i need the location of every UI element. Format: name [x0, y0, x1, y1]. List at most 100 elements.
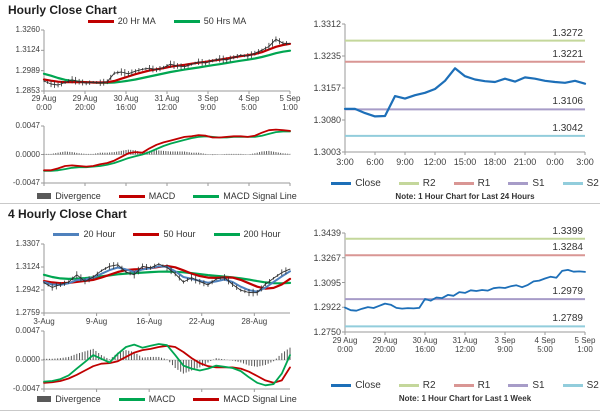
y-axis-tick-label: 1.3307	[15, 239, 40, 248]
x-axis-tick-label: 31 Aug 12:00	[145, 94, 189, 112]
xtick-date: 28-Aug	[241, 317, 268, 326]
y-axis-tick-label: -0.0047	[12, 384, 40, 393]
chart-legend: Divergence MACD MACD Signal Line	[37, 393, 297, 405]
xtick-date: 5 Sep	[279, 94, 301, 103]
legend-item: R2	[398, 178, 436, 189]
line-swatch-icon	[133, 232, 160, 236]
legend-item: 200 Hour	[213, 229, 281, 239]
legend-item: Divergence	[37, 191, 101, 201]
xtick-time: 20:00	[374, 345, 396, 354]
xtick-date: 0:00	[546, 157, 564, 167]
legend-item: R1	[453, 178, 490, 189]
xtick-time: 9:00	[200, 103, 216, 112]
x-axis-tick-label: 21:00	[503, 157, 547, 167]
xtick-time: 9:00	[497, 345, 513, 354]
legend-item: 20 Hour	[53, 229, 115, 239]
y-axis-tick-label: 1.3080	[313, 115, 341, 125]
pivot-level-label-r1: 1.3284	[552, 242, 583, 254]
pivot-level-label-r2: 1.3272	[552, 27, 583, 39]
xtick-time: 16:00	[414, 345, 436, 354]
legend-item: MACD	[118, 191, 175, 201]
hourly-chart-title: Hourly Close Chart	[8, 3, 117, 17]
legend-label: Close	[355, 379, 381, 391]
line-swatch-icon	[453, 181, 474, 185]
legend-item: Divergence	[37, 394, 101, 404]
x-axis-tick-label: 28-Aug	[232, 317, 276, 326]
x-axis-tick-label: 31 Aug 12:00	[443, 336, 487, 354]
x-axis-tick-label: 3:00	[323, 157, 367, 167]
x-axis-tick-label: 18:00	[473, 157, 517, 167]
legend-label: 20 Hour	[83, 229, 116, 239]
legend-label: R1	[477, 379, 491, 391]
xtick-date: 15:00	[453, 157, 477, 167]
legend-label: S1	[532, 177, 545, 189]
x-axis-tick-label: 3:00	[563, 157, 600, 167]
four-hourly-chart-title: 4 Hourly Close Chart	[8, 207, 127, 221]
legend-label: MACD Signal Line	[223, 394, 297, 404]
xtick-date: 6:00	[366, 157, 384, 167]
xtick-date: 4 Sep	[534, 336, 556, 345]
y-axis-tick-label: 1.2750	[313, 327, 341, 337]
y-axis-tick-label: 1.2942	[15, 285, 40, 294]
x-axis-tick-label: 12:00	[413, 157, 457, 167]
y-axis-tick-label: 1.3124	[15, 262, 40, 271]
legend-item: MACD	[118, 394, 176, 404]
line-swatch-icon	[398, 181, 419, 185]
x-axis-tick-label: 29 Aug 0:00	[323, 336, 367, 354]
xtick-date: 21:00	[513, 157, 537, 167]
pivot-level-label-r2: 1.3399	[552, 225, 583, 237]
x-axis-tick-label: 3-Aug	[22, 317, 66, 326]
xtick-time: 12:00	[156, 103, 178, 112]
xtick-time: 12:00	[454, 345, 476, 354]
legend-label: Divergence	[55, 394, 101, 404]
20-hr-ma-line	[42, 42, 292, 84]
xtick-date: 3-Aug	[33, 317, 55, 326]
line-swatch-icon	[398, 383, 419, 387]
x-axis-tick-label: 29 Aug 20:00	[363, 336, 407, 354]
line-swatch-icon	[193, 194, 220, 198]
legend-label: Divergence	[55, 191, 101, 201]
xtick-date: 31 Aug	[154, 94, 180, 103]
legend-item: S1	[508, 379, 545, 391]
close-price-line	[43, 38, 291, 86]
pivot-level-label-s1: 1.2979	[552, 286, 583, 298]
xtick-date: 3 Sep	[197, 94, 219, 103]
line-swatch-icon	[453, 383, 474, 387]
legend-item: R2	[398, 379, 436, 391]
pivot-level-label-s2: 1.2789	[552, 313, 583, 325]
close-line	[344, 268, 586, 312]
legend-label: S1	[532, 379, 545, 391]
legend-item: S1	[508, 177, 545, 189]
y-axis-tick-label: 1.3260	[15, 25, 40, 34]
macd-signal-line-line	[43, 130, 291, 172]
line-swatch-icon	[331, 181, 352, 185]
pivot-level-label-s1: 1.3106	[552, 96, 583, 108]
y-axis-tick-label: 1.2989	[15, 65, 40, 75]
xtick-time: 16:00	[115, 103, 137, 112]
legend-label: MACD	[148, 394, 176, 404]
y-axis-tick-label: 1.3312	[313, 19, 341, 29]
xtick-date: 31 Aug	[452, 336, 478, 345]
xtick-date: 9:00	[396, 157, 414, 167]
close-line	[343, 67, 587, 118]
legend-label: 50 Hour	[163, 229, 196, 239]
chart-legend: 20 Hr MA 50 Hrs MA	[44, 15, 290, 27]
line-swatch-icon	[508, 383, 529, 387]
line-swatch-icon	[193, 397, 220, 401]
y-axis-tick-label: 1.3124	[15, 45, 40, 55]
y-axis-tick-label: 1.2759	[15, 308, 40, 317]
legend-label: R2	[422, 379, 436, 391]
x-axis-tick-label: 0:00	[533, 157, 577, 167]
line-swatch-icon	[118, 194, 145, 198]
xtick-time: 5:00	[241, 103, 257, 112]
xtick-time: 0:00	[337, 345, 353, 354]
xtick-time: 0:00	[36, 103, 52, 112]
line-swatch-icon	[331, 383, 352, 387]
legend-label: 20 Hr MA	[117, 16, 156, 26]
xtick-date: 3:00	[336, 157, 354, 167]
x-axis-tick-label: 22-Aug	[180, 317, 224, 326]
xtick-date: 3 Sep	[494, 336, 516, 345]
x-axis-tick-label: 3 Sep 9:00	[186, 94, 230, 112]
legend-item: S2	[562, 380, 599, 391]
